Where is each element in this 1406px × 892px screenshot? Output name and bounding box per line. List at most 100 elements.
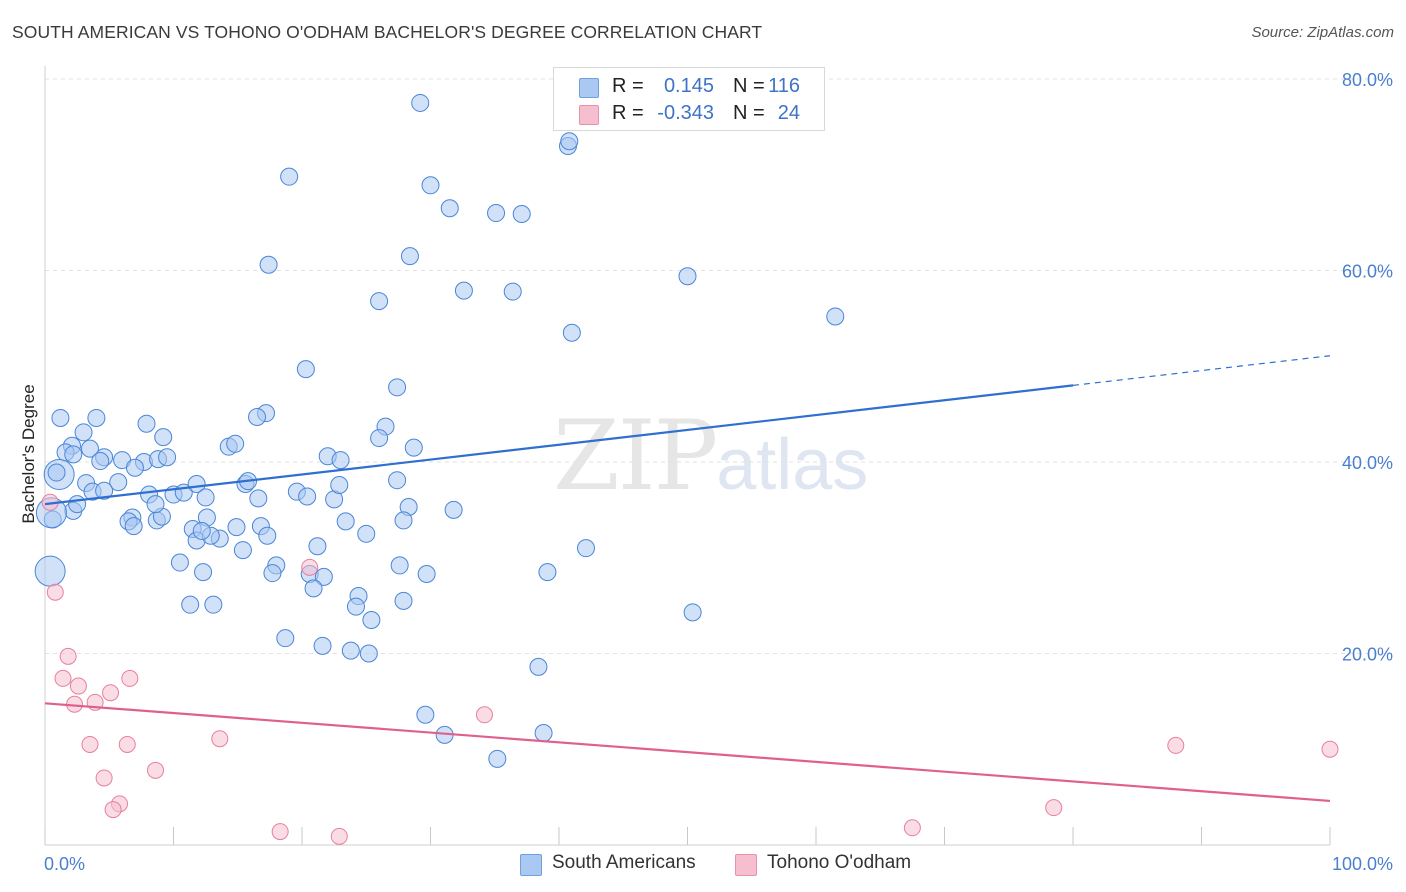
- data-point-south-american: [109, 473, 128, 492]
- source-credit: Source: ZipAtlas.com: [1251, 24, 1394, 41]
- trend-lines: [44, 355, 1331, 803]
- data-point-south-american: [124, 517, 143, 536]
- legend-r-label: R =: [612, 75, 644, 97]
- series-label-tohono: Tohono O'odham: [767, 852, 912, 873]
- data-point-south-american: [181, 595, 200, 614]
- series-legend: South Americans Tohono O'odham: [0, 852, 1406, 876]
- axes: [44, 66, 1331, 846]
- data-point-south-american: [341, 641, 360, 660]
- data-point-south-american: [370, 292, 389, 311]
- watermark-zip: ZIP: [553, 400, 718, 512]
- data-point-south-american: [331, 451, 350, 470]
- data-point-south-american: [503, 282, 522, 301]
- data-point-south-american: [346, 597, 365, 616]
- data-point-south-american: [64, 445, 83, 464]
- data-point-south-american: [404, 438, 423, 457]
- watermark-atlas: atlas: [716, 425, 869, 505]
- data-point-south-american: [362, 610, 381, 629]
- legend-r-value: -0.343: [657, 102, 714, 124]
- data-point-south-american: [411, 93, 430, 112]
- data-point-south-american: [388, 471, 407, 490]
- data-point-south-american: [416, 705, 435, 724]
- data-point-tohono: [301, 558, 319, 576]
- data-point-tohono: [46, 583, 64, 601]
- data-point-south-american: [154, 428, 173, 447]
- x-tick-label: 100.0%: [1332, 854, 1393, 874]
- data-point-south-american: [146, 495, 165, 514]
- data-point-south-american: [576, 539, 595, 558]
- data-point-south-american: [51, 408, 70, 427]
- legend-swatch-blue: [579, 78, 599, 98]
- trend-line-tohono: [44, 702, 1331, 803]
- data-point-south-american: [137, 414, 156, 433]
- data-point-south-american: [370, 429, 389, 448]
- data-point-tohono: [147, 761, 165, 779]
- data-point-south-american: [487, 204, 506, 223]
- data-point-south-american: [227, 518, 246, 537]
- data-point-south-american: [512, 205, 531, 224]
- legend-r-value: 0.145: [663, 75, 714, 97]
- data-point-south-american: [233, 541, 252, 560]
- series-swatch-blue: [520, 854, 542, 876]
- data-point-south-american: [194, 563, 213, 582]
- data-point-south-american: [204, 595, 223, 614]
- y-axis-title: Bachelor's Degree: [19, 384, 38, 523]
- series-swatch-pink: [735, 854, 757, 876]
- data-point-south-american: [226, 434, 245, 453]
- data-point-south-american: [259, 255, 278, 274]
- data-point-tohono: [59, 647, 77, 665]
- y-tick-label: 60.0%: [1342, 262, 1393, 282]
- data-point-tohono: [1167, 736, 1185, 754]
- data-point-south-american: [562, 323, 581, 342]
- y-tick-label: 40.0%: [1342, 453, 1393, 473]
- data-point-south-american: [125, 458, 144, 477]
- data-point-tohono: [95, 769, 113, 787]
- legend-n-label: N =: [733, 102, 765, 124]
- chart-title: SOUTH AMERICAN VS TOHONO O'ODHAM BACHELO…: [12, 22, 763, 42]
- data-point-tohono: [1045, 799, 1063, 817]
- data-point-tohono: [121, 669, 139, 687]
- trend-line-south-american: [44, 384, 1074, 506]
- legend-n-value: 24: [777, 102, 800, 124]
- data-point-south-american: [394, 511, 413, 530]
- data-point-south-american: [388, 378, 407, 397]
- data-point-south-american: [330, 475, 349, 494]
- y-tick-label: 80.0%: [1342, 70, 1393, 90]
- legend-row-tohono: R = -0.343 N = 24: [554, 100, 824, 127]
- south-american-points: [34, 93, 845, 768]
- y-tick-label: 20.0%: [1342, 645, 1393, 665]
- data-point-south-american: [308, 537, 327, 556]
- data-point-south-american: [313, 636, 332, 655]
- data-point-south-american: [87, 408, 106, 427]
- data-point-tohono: [69, 677, 87, 695]
- data-point-tohono: [104, 801, 122, 819]
- data-point-south-american: [158, 448, 177, 467]
- data-point-south-american: [298, 487, 317, 506]
- x-tick-label: 0.0%: [44, 854, 85, 874]
- data-point-south-american: [357, 524, 376, 543]
- data-point-south-american: [95, 481, 114, 500]
- data-point-south-american: [390, 556, 409, 575]
- data-point-south-american: [249, 489, 268, 508]
- legend-row-south: R = 0.145 N = 116: [554, 73, 824, 100]
- data-point-south-american: [421, 176, 440, 195]
- data-point-tohono: [475, 706, 493, 724]
- data-point-south-american: [192, 521, 211, 540]
- legend-swatch-pink: [579, 105, 599, 125]
- data-point-south-american: [417, 565, 436, 584]
- data-point-south-american: [263, 564, 282, 583]
- data-point-south-american: [296, 360, 315, 379]
- data-point-south-american: [683, 603, 702, 622]
- data-point-tohono: [903, 819, 921, 837]
- data-point-south-american: [280, 167, 299, 186]
- axis-labels: 20.0% 40.0% 60.0% 80.0% 0.0% 100.0% Bachelor's…: [19, 70, 1393, 874]
- data-point-south-american: [394, 591, 413, 610]
- data-point-south-american: [678, 267, 697, 286]
- stats-legend: R = 0.145 N = 116 R = -0.343 N = 24: [553, 67, 825, 131]
- data-point-south-american: [440, 199, 459, 218]
- data-point-south-american: [529, 657, 548, 676]
- data-point-south-american: [826, 307, 845, 326]
- legend-n-label: N =: [733, 75, 765, 97]
- data-point-south-american: [47, 463, 66, 482]
